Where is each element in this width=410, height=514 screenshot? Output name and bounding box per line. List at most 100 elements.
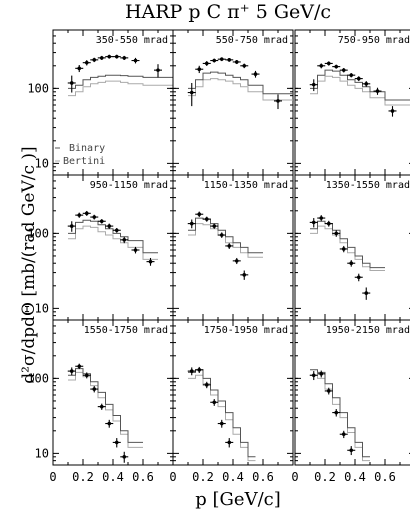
x-tick-label: 0.6	[132, 470, 154, 484]
data-point	[341, 247, 346, 251]
y-tick-label: 100	[27, 81, 49, 95]
data-point	[326, 221, 331, 226]
data-point	[242, 63, 247, 68]
x-tick-label: 0	[49, 470, 56, 484]
data-point	[212, 224, 217, 228]
data-point	[276, 99, 280, 103]
panel-label: 1750-1950 mrad	[204, 325, 288, 336]
data-point	[227, 58, 232, 62]
data-point	[133, 248, 138, 252]
panel: 1150-1350 mrad	[172, 174, 294, 321]
data-point	[219, 421, 224, 426]
data-point	[311, 220, 316, 225]
data-point	[334, 410, 339, 415]
x-tick-label: 0.2	[72, 470, 94, 484]
data-point	[148, 259, 153, 264]
panel-frame	[294, 29, 410, 176]
y-tick-label: 10	[35, 301, 49, 315]
data-point	[69, 81, 74, 85]
data-point	[107, 224, 112, 228]
data-point	[122, 56, 127, 60]
data-point	[92, 215, 97, 219]
data-point	[69, 369, 74, 373]
panel-frame	[172, 319, 294, 466]
data-point	[364, 291, 369, 295]
data-point	[349, 261, 354, 266]
data-point	[99, 219, 104, 224]
data-point	[114, 228, 119, 233]
x-tick-label: 0.2	[314, 470, 336, 484]
panel: 10 100 350-550 mrad Binary Bertini	[27, 29, 174, 176]
data-point	[197, 212, 202, 217]
panel: 0 0.2 0.4 0.6 1950-2150 mrad	[291, 319, 410, 484]
panel: 10 100 0 0.2 0.4 0.6 1550-1750 mrad	[27, 319, 174, 484]
y-tick-label: 10	[35, 446, 49, 460]
data-point	[334, 231, 339, 236]
data-point	[92, 387, 97, 391]
bertini-histogram	[68, 80, 173, 97]
data-point	[156, 68, 160, 72]
data-point	[107, 54, 112, 59]
data-point	[99, 404, 104, 409]
y-tick-label: 100	[27, 371, 49, 385]
data-point	[341, 68, 346, 72]
data-point	[234, 60, 239, 64]
legend-bertini-label: Bertini	[63, 156, 105, 167]
data-point	[212, 58, 217, 63]
bertini-histogram	[310, 374, 370, 462]
data-point	[219, 57, 224, 61]
data-point	[189, 369, 194, 373]
data-point	[204, 61, 209, 66]
x-tick-label: 0.6	[252, 470, 274, 484]
y-axis-label: d²σ/dpdΘ [mb/(rad GeV/c )]	[19, 146, 39, 383]
panel-frame	[52, 174, 174, 321]
bertini-histogram	[188, 374, 256, 462]
data-point	[77, 213, 82, 217]
bertini-histogram	[310, 225, 385, 271]
data-point	[341, 432, 346, 437]
data-point	[92, 58, 97, 62]
data-point	[84, 60, 89, 65]
data-point	[77, 66, 82, 71]
data-point	[219, 233, 224, 237]
x-tick-label: 0.4	[344, 470, 366, 484]
x-tick-label: 0.4	[222, 470, 244, 484]
panel-label: 350-550 mrad	[96, 35, 168, 46]
panel-label: 1550-1750 mrad	[84, 325, 168, 336]
data-point	[122, 455, 127, 459]
data-point	[69, 224, 74, 228]
data-point	[77, 364, 82, 369]
data-point	[375, 89, 380, 93]
binary-histogram	[188, 71, 293, 95]
panel-label: 750-950 mrad	[338, 35, 410, 46]
binary-histogram	[68, 74, 173, 89]
data-point	[326, 61, 331, 66]
data-point	[234, 259, 239, 263]
panel-frame	[294, 319, 410, 466]
bertini-histogram	[188, 223, 263, 258]
x-tick-label: 0.2	[192, 470, 214, 484]
panel: 0 0.2 0.4 0.6 1750-1950 mrad	[169, 319, 294, 484]
data-point	[204, 383, 209, 387]
panel: 1350-1550 mrad	[294, 174, 410, 321]
data-point	[349, 448, 354, 453]
data-point	[197, 67, 202, 72]
data-point	[356, 275, 361, 280]
x-tick-label: 0.4	[102, 470, 124, 484]
data-point	[227, 440, 232, 445]
panel: 750-950 mrad	[294, 29, 410, 176]
x-tick-label: 0.6	[374, 470, 396, 484]
binary-histogram	[188, 369, 256, 458]
data-point	[349, 73, 354, 77]
panel-label: 1150-1350 mrad	[204, 180, 288, 191]
data-point	[189, 221, 194, 226]
bertini-histogram	[68, 371, 143, 448]
data-point	[311, 82, 316, 87]
bertini-histogram	[188, 78, 293, 101]
data-point	[227, 244, 232, 248]
data-point	[326, 389, 331, 393]
data-point	[99, 56, 104, 60]
binary-histogram	[188, 217, 263, 254]
panel-frame	[172, 29, 294, 176]
